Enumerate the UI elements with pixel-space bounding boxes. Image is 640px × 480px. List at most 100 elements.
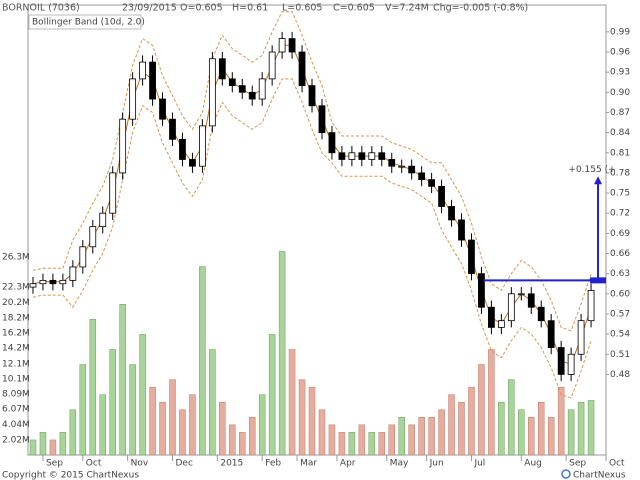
volume-bar — [388, 424, 395, 456]
volume-bar — [398, 417, 405, 456]
volume-bar — [109, 349, 116, 456]
date: 23/09/2015 — [122, 3, 177, 14]
volume-bar — [278, 251, 286, 456]
arrow-head — [594, 176, 603, 185]
volume-tick-label: 12.1M — [2, 359, 30, 369]
candle-body — [268, 51, 276, 80]
candle-body — [39, 279, 47, 285]
x-tick-label: Feb — [265, 459, 281, 469]
x-tick-label: Apr — [340, 459, 356, 469]
candle-body — [478, 273, 485, 308]
candle-body — [527, 293, 535, 308]
candle-body — [29, 283, 37, 288]
x-tick-label: Sep — [46, 459, 63, 469]
volume-bar — [69, 409, 77, 456]
candle-body — [79, 246, 87, 268]
volume-bar — [488, 349, 495, 456]
candle-body — [308, 85, 316, 107]
volume-tick-label: 16.2M — [2, 328, 30, 338]
volume-bar — [39, 432, 47, 456]
y-tick-label: 0.48 — [610, 370, 630, 380]
candle-body — [119, 118, 127, 174]
volume-bar — [328, 424, 336, 456]
candle-body — [398, 165, 406, 168]
volume-tick-label: 14.2M — [2, 343, 30, 353]
candle-body — [109, 172, 117, 214]
x-tick-label: Oct — [86, 459, 102, 469]
candle-body — [208, 58, 216, 127]
volume-bar — [268, 334, 276, 456]
copyright: Copyright © 2015 ChartNexus — [2, 471, 139, 480]
volume-bar — [438, 409, 445, 456]
volume-bar — [448, 394, 455, 456]
candle-body — [448, 206, 455, 221]
volume-bar — [518, 409, 525, 456]
low: L=0.605 — [282, 3, 322, 14]
candle-body — [517, 293, 525, 296]
candle-body — [218, 58, 226, 80]
candle-body — [328, 132, 336, 154]
volume-bar — [199, 266, 206, 456]
volume-bar — [248, 417, 256, 456]
volume-bar — [129, 364, 136, 456]
candle-body — [388, 159, 396, 167]
x-tick-label: Sep — [569, 459, 586, 469]
volume-bar — [318, 409, 326, 456]
x-tick-label: Jun — [429, 459, 444, 469]
candle-body — [199, 125, 206, 167]
volume-bar — [219, 401, 226, 456]
x-tick-label: Jul — [473, 459, 485, 469]
volume-bar — [89, 319, 97, 456]
volume-bar — [547, 417, 555, 456]
candle-body — [258, 78, 266, 100]
volume: V=7.24M — [385, 3, 429, 14]
candle-body — [537, 306, 545, 322]
volume-bar — [258, 394, 266, 456]
volume-bar — [408, 424, 415, 456]
volume-bar — [229, 424, 236, 456]
high: H=0.61 — [232, 3, 268, 14]
x-tick-label: Oct — [609, 459, 625, 469]
candle-body — [358, 152, 366, 160]
candle-body — [458, 219, 465, 241]
candle-body — [418, 172, 426, 181]
change-label: +0.155 (+ — [568, 165, 615, 175]
volume-bar — [29, 439, 37, 456]
volume-tick-label: 22.3M — [2, 282, 30, 292]
y-tick-label: 0.75 — [610, 189, 630, 199]
x-tick-label: Mar — [300, 459, 317, 469]
volume-bar — [99, 394, 106, 456]
plot-frame — [27, 4, 607, 456]
candle-body — [49, 279, 57, 285]
y-tick-label: 0.69 — [610, 229, 630, 239]
x-tick-label: Dec — [176, 459, 193, 469]
volume-bar — [49, 439, 57, 456]
y-tick-label: 0.93 — [610, 68, 630, 78]
volume-bar — [358, 424, 366, 456]
candle-body — [298, 51, 306, 86]
volume-bar — [179, 409, 186, 456]
candle-body — [318, 105, 326, 134]
volume-bar — [577, 401, 585, 456]
x-tick-label: Aug — [524, 459, 542, 469]
volume-bar — [498, 401, 505, 456]
volume-tick-label: 4.04M — [2, 420, 30, 430]
y-tick-label: 0.96 — [610, 48, 630, 58]
volume-bar — [378, 432, 386, 456]
volume-bar — [528, 417, 535, 456]
legend-box — [28, 14, 142, 30]
candle-body — [547, 320, 555, 348]
candle-body — [149, 61, 156, 100]
x-tick-label: 2015 — [220, 459, 243, 469]
candle-body — [438, 185, 445, 207]
candle-body — [378, 152, 386, 160]
candle-body — [468, 239, 475, 275]
y-tick-label: 0.51 — [610, 350, 630, 360]
y-tick-label: 0.78 — [610, 168, 630, 178]
y-tick-label: 0.57 — [610, 309, 630, 319]
y-tick-label: 0.99 — [610, 27, 630, 37]
volume-bar — [368, 432, 376, 456]
candle-body — [488, 306, 495, 328]
candle-body — [428, 179, 435, 187]
